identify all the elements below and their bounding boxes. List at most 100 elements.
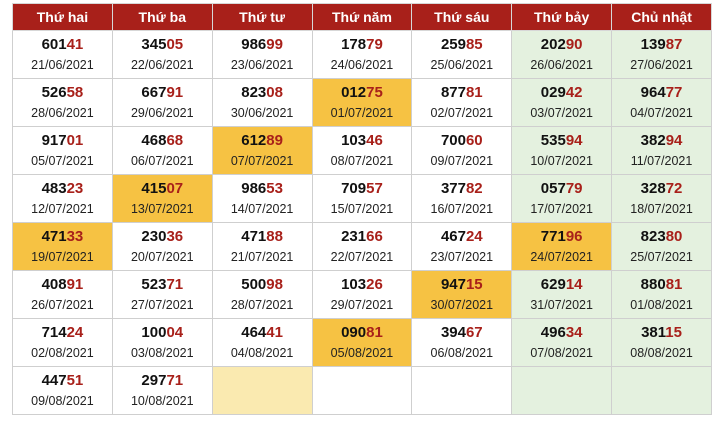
- result-tail-digits: 41: [266, 324, 283, 341]
- result-cell: 23036 20/07/2021: [111, 222, 213, 271]
- result-date: 30/06/2021: [230, 106, 294, 120]
- result-tail-digits: 01: [66, 132, 84, 149]
- result-date: 16/07/2021: [430, 202, 494, 216]
- result-tail-digits: 88: [266, 228, 283, 245]
- result-cell: 98653 14/07/2021: [211, 174, 313, 223]
- result-tail-digits: 60: [465, 132, 483, 149]
- result-date: 06/07/2021: [130, 154, 194, 168]
- result-cell: 46724 23/07/2021: [411, 222, 513, 271]
- result-date: 03/07/2021: [530, 106, 593, 120]
- result-leading-digits: 259: [440, 36, 466, 53]
- result-tail-digits: 26: [366, 276, 383, 293]
- result-leading-digits: 917: [41, 132, 67, 149]
- result-leading-digits: 523: [141, 276, 167, 293]
- result-cell: 53594 10/07/2021: [511, 126, 613, 175]
- result-leading-digits: 880: [640, 276, 666, 293]
- result-cell: 60141 21/06/2021: [12, 30, 113, 79]
- empty-day-cell: [411, 366, 513, 415]
- result-cell: 23166 22/07/2021: [311, 222, 413, 271]
- result-date: 04/08/2021: [230, 346, 294, 360]
- result-tail-digits: 82: [465, 180, 483, 197]
- result-tail-digits: 94: [665, 132, 683, 149]
- result-leading-digits: 103: [341, 276, 367, 293]
- result-tail-digits: 46: [366, 132, 383, 149]
- result-tail-digits: 87: [665, 36, 683, 53]
- result-leading-digits: 377: [440, 180, 466, 197]
- result-tail-digits: 24: [465, 228, 483, 245]
- result-tail-digits: 08: [266, 84, 283, 101]
- result-tail-digits: 79: [565, 180, 583, 197]
- result-cell: 17879 24/06/2021: [311, 30, 413, 79]
- empty-day-cell: [511, 366, 613, 415]
- result-number: 20290: [512, 36, 611, 54]
- result-cell: 46441 04/08/2021: [211, 318, 313, 367]
- result-leading-digits: 496: [540, 324, 566, 341]
- header-tuesday: Thứ ba: [111, 3, 213, 31]
- result-number: 91701: [13, 132, 112, 150]
- result-number: 47188: [213, 228, 312, 246]
- result-leading-digits: 483: [41, 180, 67, 197]
- result-number: 98699: [213, 36, 312, 54]
- result-date: 26/07/2021: [31, 298, 94, 312]
- result-number: 32872: [612, 180, 711, 198]
- result-number: 10326: [313, 276, 412, 294]
- result-number: 94715: [412, 276, 511, 294]
- result-cell: 32872 18/07/2021: [611, 174, 712, 223]
- result-date: 30/07/2021: [430, 298, 494, 312]
- weekday-header-row: Thứ hai Thứ ba Thứ tư Thứ năm Thứ sáu Th…: [12, 3, 712, 31]
- result-number: 17879: [313, 36, 412, 54]
- result-date: 12/07/2021: [31, 202, 94, 216]
- result-tail-digits: 41: [66, 36, 84, 53]
- result-date: 20/07/2021: [130, 250, 194, 264]
- result-cell: 87781 02/07/2021: [411, 78, 513, 127]
- result-leading-digits: 526: [41, 84, 67, 101]
- result-date: 11/07/2021: [630, 154, 693, 168]
- result-leading-digits: 468: [141, 132, 167, 149]
- result-date: 19/07/2021: [31, 250, 94, 264]
- result-number: 50098: [213, 276, 312, 294]
- result-tail-digits: 71: [166, 372, 184, 389]
- result-cell: 71424 02/08/2021: [12, 318, 113, 367]
- result-tail-digits: 14: [565, 276, 583, 293]
- result-date: 29/06/2021: [130, 106, 194, 120]
- result-date: 23/06/2021: [230, 58, 294, 72]
- week-row: 91701 05/07/2021 46868 06/07/2021 61289 07/07…: [12, 126, 712, 175]
- result-date: 01/07/2021: [330, 106, 394, 120]
- result-tail-digits: 96: [565, 228, 583, 245]
- result-cell: 98699 23/06/2021: [211, 30, 313, 79]
- result-number: 66791: [113, 84, 212, 102]
- result-leading-digits: 012: [341, 84, 367, 101]
- result-tail-digits: 42: [565, 84, 583, 101]
- result-cell: 01275 01/07/2021: [311, 78, 413, 127]
- result-number: 34505: [113, 36, 212, 54]
- header-monday: Thứ hai: [12, 3, 113, 31]
- result-cell: 37782 16/07/2021: [411, 174, 513, 223]
- result-cell: 82308 30/06/2021: [211, 78, 313, 127]
- result-number: 10004: [113, 324, 212, 342]
- result-leading-digits: 100: [141, 324, 167, 341]
- result-number: 96477: [612, 84, 711, 102]
- result-leading-digits: 381: [641, 324, 666, 341]
- result-number: 38294: [612, 132, 711, 150]
- result-tail-digits: 91: [66, 276, 84, 293]
- result-cell: 48323 12/07/2021: [12, 174, 113, 223]
- results-calendar-table: Thứ hai Thứ ba Thứ tư Thứ năm Thứ sáu Th…: [12, 3, 712, 415]
- result-date: 28/07/2021: [230, 298, 294, 312]
- result-cell: 77196 24/07/2021: [511, 222, 613, 271]
- result-number: 77196: [512, 228, 611, 246]
- results-calendar-container: Thứ hai Thứ ba Thứ tư Thứ năm Thứ sáu Th…: [12, 3, 712, 415]
- result-cell: 62914 31/07/2021: [511, 270, 613, 319]
- result-leading-digits: 415: [141, 180, 167, 197]
- result-number: 60141: [13, 36, 112, 54]
- result-leading-digits: 964: [640, 84, 666, 101]
- result-leading-digits: 202: [540, 36, 566, 53]
- result-number: 48323: [13, 180, 112, 198]
- result-leading-digits: 394: [440, 324, 466, 341]
- result-number: 05779: [512, 180, 611, 198]
- result-tail-digits: 51: [66, 372, 84, 389]
- result-number: 82380: [612, 228, 711, 246]
- result-date: 05/08/2021: [330, 346, 394, 360]
- result-leading-digits: 986: [241, 36, 267, 53]
- result-tail-digits: 81: [465, 84, 483, 101]
- result-tail-digits: 85: [465, 36, 483, 53]
